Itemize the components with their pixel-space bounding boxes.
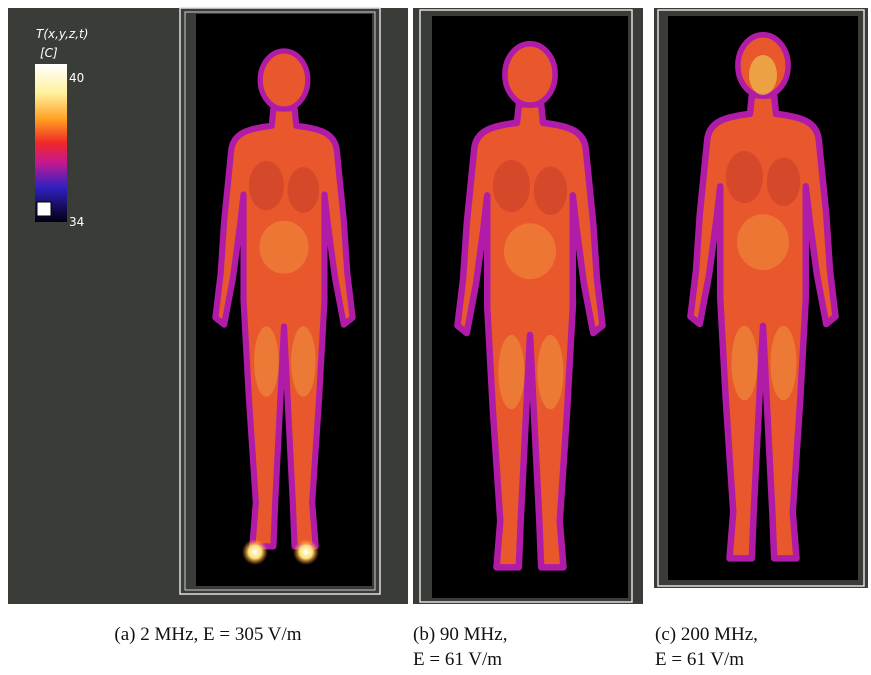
colorbar-icon — [36, 201, 52, 217]
colorbar-max: 40 — [69, 71, 84, 85]
hotspot — [242, 539, 268, 565]
caption: (c) 200 MHz, — [655, 624, 758, 645]
neck-heating — [749, 55, 777, 95]
caption: (a) 2 MHz, E = 305 V/m — [114, 624, 301, 645]
caption: E = 61 V/m — [655, 649, 744, 670]
colorbar-min: 34 — [69, 215, 84, 229]
frame — [419, 9, 633, 603]
hotspot — [293, 539, 319, 565]
caption: E = 61 V/m — [413, 649, 502, 670]
frame — [184, 11, 376, 591]
caption: (b) 90 MHz, — [413, 624, 507, 645]
frame — [657, 9, 865, 587]
colorbar-title: T(x,y,z,t) — [36, 27, 88, 41]
frame — [179, 7, 381, 595]
colorbar — [35, 64, 67, 222]
colorbar-unit: [C] — [40, 46, 58, 60]
